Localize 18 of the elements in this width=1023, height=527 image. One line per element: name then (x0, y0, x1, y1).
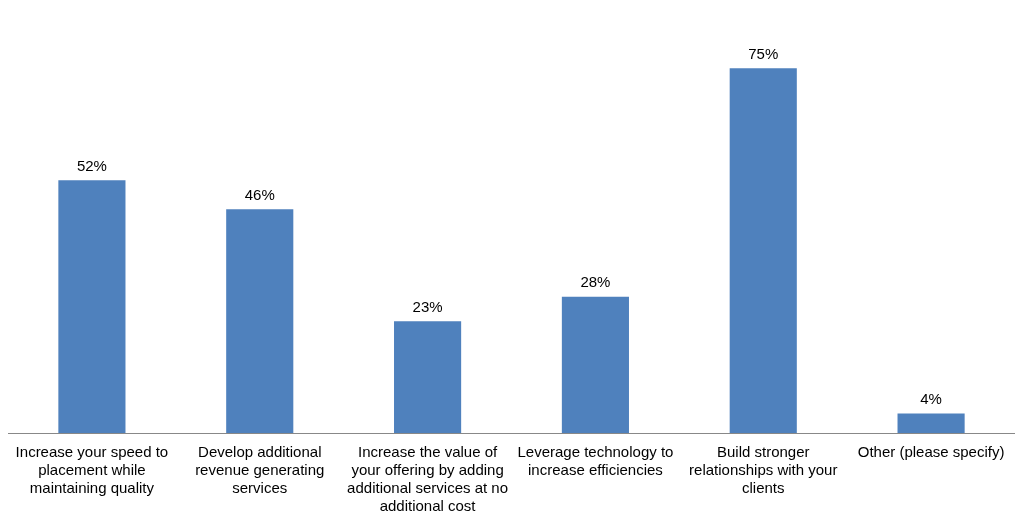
x-tick-label: Increase your speed to placement while maintaining quality (15, 443, 169, 497)
bar (226, 209, 294, 433)
data-label: 23% (412, 297, 443, 315)
bar (561, 296, 629, 433)
data-label: 4% (920, 390, 942, 408)
data-label: 52% (76, 156, 107, 174)
x-tick-label: Increase the value of your offering by adding additional services at no additional cost (347, 443, 509, 515)
data-label: 28% (580, 273, 611, 291)
bar (394, 321, 462, 433)
bar (729, 68, 797, 433)
x-tick-label: Develop additional revenue generating services (195, 443, 325, 497)
data-label: 75% (748, 44, 779, 62)
data-label: 46% (244, 185, 275, 203)
x-tick-label: Other (please specify) (857, 443, 1005, 461)
x-tick-label: Leverage technology to increase efficiencies (517, 443, 674, 479)
x-tick-label: Build stronger relationships with your clients (689, 443, 838, 497)
bar (58, 180, 126, 433)
bar (897, 413, 965, 433)
